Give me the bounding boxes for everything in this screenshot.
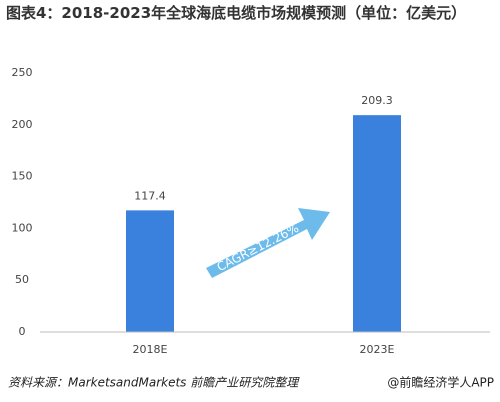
source: 资料来源：MarketsandMarkets 前瞻产业研究院整理 bbox=[8, 376, 300, 390]
x-tick-label: 2018E bbox=[133, 343, 168, 356]
value-label: 209.3 bbox=[361, 94, 393, 107]
y-tick-label: 200 bbox=[12, 118, 33, 131]
value-label: 117.4 bbox=[134, 189, 166, 202]
x-tick-label: 2023E bbox=[360, 343, 395, 356]
bar bbox=[353, 115, 401, 333]
cagr-arrow bbox=[206, 208, 330, 278]
y-tick-label: 250 bbox=[12, 66, 33, 79]
y-tick-label: 150 bbox=[12, 170, 33, 183]
cagr-label: CAGR≥12.26% bbox=[215, 221, 301, 274]
y-tick-label: 100 bbox=[12, 221, 33, 234]
chart-title: 图表4：2018-2023年全球海底电缆市场规模预测（单位：亿美元） bbox=[6, 4, 467, 22]
y-tick-label: 0 bbox=[19, 325, 26, 338]
watermark: @前瞻经济学人APP bbox=[387, 375, 494, 390]
bar bbox=[126, 210, 174, 332]
y-tick-label: 50 bbox=[15, 273, 29, 286]
